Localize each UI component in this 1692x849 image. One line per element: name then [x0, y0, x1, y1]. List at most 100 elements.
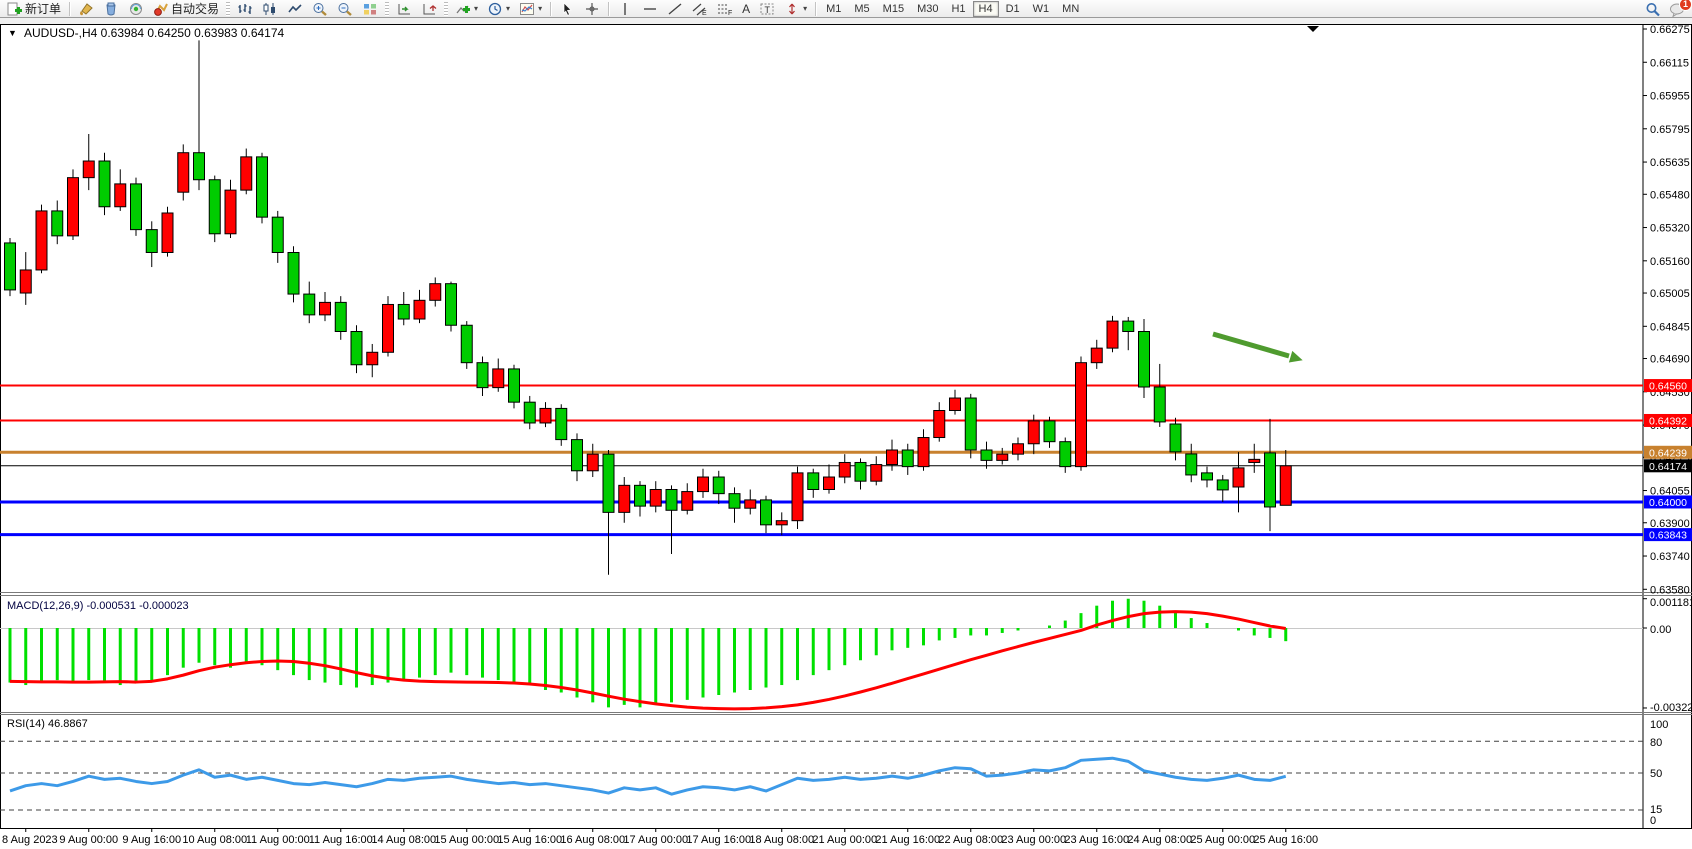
candle-up — [114, 183, 127, 208]
candle-down — [1059, 441, 1072, 468]
tab-timeframe-m15[interactable]: M15 — [882, 2, 905, 15]
tab-timeframe-m30[interactable]: M30 — [917, 2, 939, 15]
rsi-axis-label: 15 — [1650, 804, 1662, 816]
toolbar-grip — [226, 1, 231, 16]
notifications-button[interactable]: 1 — [1669, 0, 1692, 17]
tab-timeframe-d1[interactable]: D1 — [1005, 2, 1020, 15]
horizontal-line-tool-button[interactable] — [638, 0, 662, 18]
price-tick-label: 0.64845 — [1650, 321, 1690, 333]
chart-shift-button[interactable] — [417, 0, 441, 18]
jug-icon — [103, 2, 119, 16]
text-tool-icon: A — [742, 1, 751, 16]
arrows-tool-button[interactable]: ▾ — [780, 0, 811, 18]
crosshair-tool-button[interactable] — [580, 0, 604, 18]
new-order-button[interactable]: 新订单 — [3, 0, 65, 18]
date-label: 25 Aug 00:00 — [1190, 834, 1255, 846]
zoom-out-button[interactable] — [333, 0, 357, 18]
tab-timeframe-w1[interactable]: W1 — [1032, 2, 1050, 15]
trend-arrow-annotation[interactable] — [1212, 331, 1290, 359]
price-tick-label: 0.66115 — [1650, 57, 1689, 69]
candle-up — [177, 152, 190, 193]
tab-timeframe-h4[interactable]: H4 — [972, 0, 999, 17]
zoom-in-button[interactable] — [308, 0, 332, 18]
bar-chart-icon — [237, 2, 253, 16]
svg-text:F: F — [728, 10, 732, 16]
candle-up — [1232, 467, 1245, 488]
date-label: 17 Aug 00:00 — [623, 834, 688, 846]
channel-tool-button[interactable]: E — [688, 0, 712, 18]
zoom-out-icon — [337, 2, 353, 16]
auto-scroll-button[interactable] — [392, 0, 416, 18]
toolbar-grip — [444, 1, 449, 16]
candle-down — [854, 461, 867, 482]
price-badge — [1644, 528, 1692, 542]
candle-down — [760, 499, 772, 526]
templates-button[interactable]: ▾ — [515, 0, 546, 18]
clock-icon — [487, 2, 503, 16]
chevron-down-icon: ▾ — [538, 4, 543, 13]
tab-timeframe-m1[interactable]: M1 — [826, 2, 842, 15]
tab-timeframe-m5[interactable]: M5 — [854, 2, 870, 15]
candle-down — [1153, 386, 1166, 423]
date-label: 9 Aug 16:00 — [122, 834, 181, 846]
price-badge-label: 0.64560 — [1649, 381, 1687, 393]
date-label: 18 Aug 08:00 — [749, 834, 814, 846]
bar-chart-button[interactable] — [233, 0, 257, 18]
candle-up — [1106, 320, 1119, 349]
price-tick-label: 0.64055 — [1650, 486, 1690, 498]
price-tick-label: 0.65480 — [1650, 189, 1690, 201]
auto-trading-button[interactable]: 自动交易 — [149, 0, 223, 18]
shift-marker-icon[interactable] — [1307, 26, 1319, 32]
candle-down — [397, 303, 410, 320]
candle-down — [807, 472, 820, 490]
candle-up — [1027, 420, 1040, 445]
rsi-line — [9, 756, 1287, 796]
text-tool-button[interactable]: A — [738, 0, 754, 18]
chevron-down-icon: ▾ — [474, 4, 479, 13]
candle-up — [319, 301, 331, 316]
candle-chart-icon — [262, 2, 278, 16]
price-tick-label: 0.65320 — [1650, 223, 1690, 235]
cursor-tool-button[interactable] — [555, 0, 579, 18]
tab-timeframe-h1[interactable]: H1 — [951, 2, 966, 15]
candle-down — [602, 453, 615, 513]
indicators-button[interactable]: ▾ — [451, 0, 482, 18]
publisher-button[interactable] — [99, 0, 123, 18]
candle-chart-button[interactable] — [258, 0, 282, 18]
price-tick-label: 0.65005 — [1650, 288, 1690, 300]
equidistant-channel-icon: E — [692, 2, 708, 16]
macd-label: MACD(12,26,9) -0.000531 -0.000023 — [7, 600, 189, 612]
fibonacci-tool-button[interactable]: F — [713, 0, 737, 18]
chart-title: AUDUSD-,H4 0.63984 0.64250 0.63983 0.641… — [24, 26, 285, 40]
candle-up — [649, 488, 662, 507]
candle-down — [964, 397, 977, 451]
price-tick-label: 0.63740 — [1650, 551, 1690, 563]
candle-up — [886, 449, 898, 466]
candle-up — [586, 453, 599, 472]
search-icon[interactable] — [1645, 2, 1661, 17]
candle-up — [224, 189, 237, 235]
horizontal-line-icon — [642, 2, 658, 16]
periods-button[interactable]: ▾ — [483, 0, 514, 18]
vertical-line-tool-button[interactable] — [613, 0, 637, 18]
candle-down — [665, 488, 678, 511]
tile-windows-button[interactable] — [358, 0, 382, 18]
indicators-icon — [455, 2, 471, 16]
candle-down — [523, 401, 536, 424]
chart-collapse-toggle[interactable]: ▼ — [8, 28, 17, 38]
styler-button[interactable] — [74, 0, 98, 18]
line-chart-button[interactable] — [283, 0, 307, 18]
signal-button[interactable] — [124, 0, 148, 18]
macd-axis-label: -0.003225 — [1650, 702, 1692, 714]
chart-shift-icon — [421, 2, 437, 16]
trendline-tool-button[interactable] — [663, 0, 687, 18]
svg-text:T: T — [765, 5, 771, 15]
candle-down — [1043, 420, 1056, 443]
rsi-axis-label: 80 — [1650, 737, 1662, 749]
macd-axis-label: 0.00 — [1650, 624, 1671, 636]
tab-timeframe-mn[interactable]: MN — [1062, 2, 1080, 15]
candle-down — [208, 179, 221, 235]
text-label-tool-button[interactable]: T — [755, 0, 779, 18]
